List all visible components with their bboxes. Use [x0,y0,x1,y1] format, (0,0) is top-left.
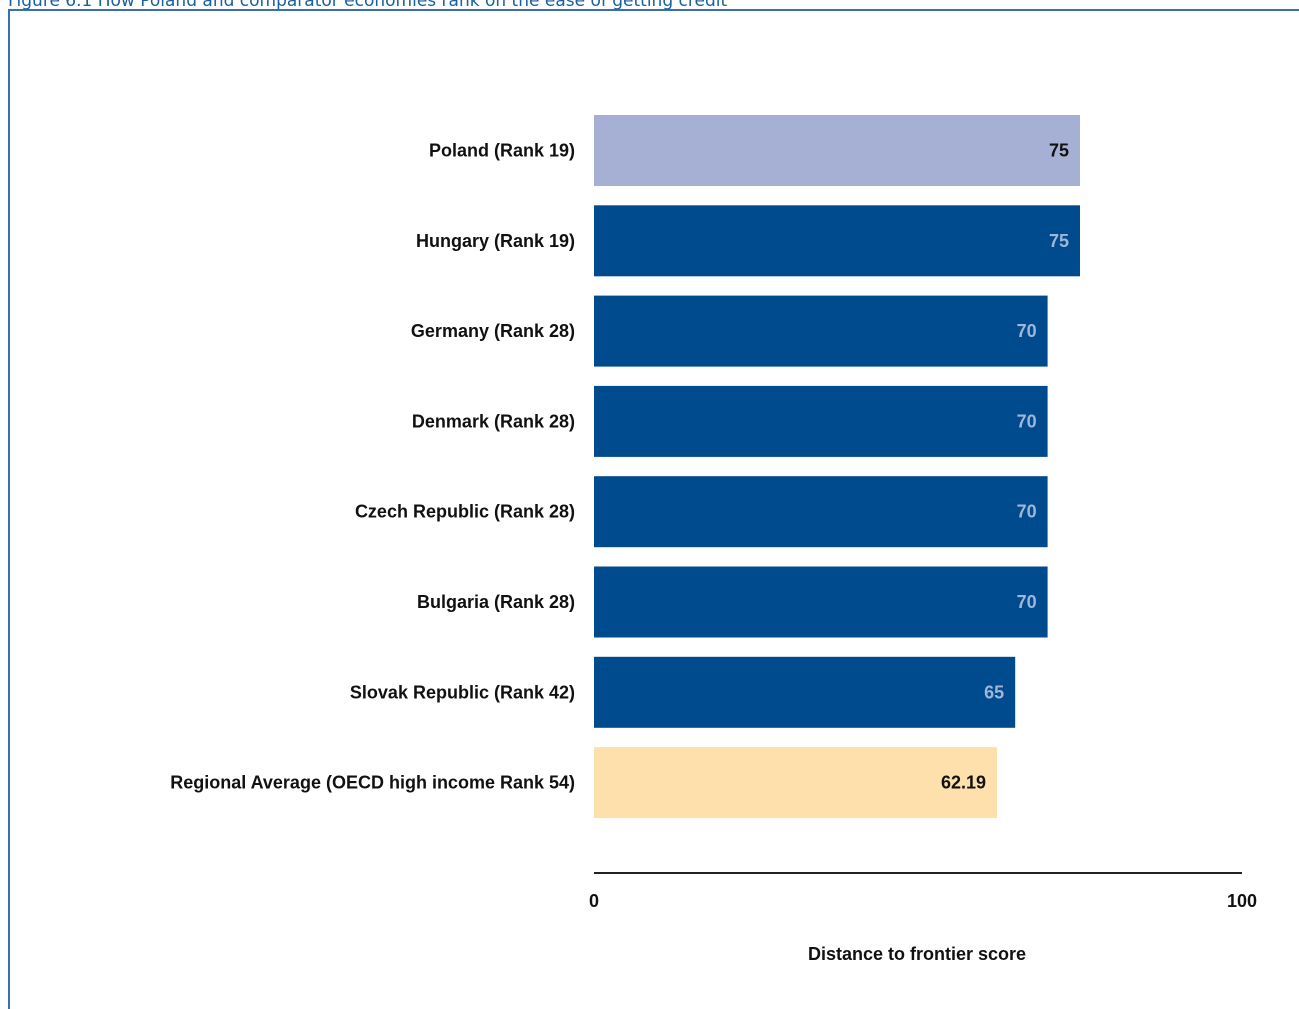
value-label: 62.19 [941,773,986,793]
value-label: 70 [1017,411,1037,431]
value-label: 75 [1049,231,1069,251]
category-label: Poland (Rank 19) [429,141,575,161]
value-label: 70 [1017,321,1037,341]
category-label: Slovak Republic (Rank 42) [350,682,575,702]
bar-0 [594,115,1080,186]
value-label: 65 [984,682,1004,702]
bar-3 [594,385,1048,457]
x-axis-title: Distance to frontier score [808,944,1026,964]
value-label: 70 [1017,592,1037,612]
ticks-layer: 0 100 [589,891,1257,911]
bar-7 [594,747,997,819]
category-label: Regional Average (OECD high income Rank … [170,773,575,793]
bars-layer: Poland (Rank 19) 75 Hungary (Rank 19) 75 Ger… [170,115,1080,819]
category-label: Czech Republic (Rank 28) [355,502,575,522]
bar-2 [594,295,1048,367]
category-label: Hungary (Rank 19) [416,231,575,251]
x-tick-label: 0 [589,891,599,911]
bar-1 [594,205,1080,277]
category-label: Denmark (Rank 28) [412,411,575,431]
value-label: 70 [1017,502,1037,522]
bar-4 [594,476,1048,548]
figure-frame [8,9,1299,1009]
figure-title: Figure 6.1 How Poland and comparator eco… [8,0,728,11]
value-label: 75 [1049,141,1069,161]
bar-5 [594,566,1048,638]
x-tick-label: 100 [1227,891,1257,911]
category-label: Bulgaria (Rank 28) [417,592,575,612]
category-label: Germany (Rank 28) [411,321,575,341]
bar-6 [594,656,1016,728]
